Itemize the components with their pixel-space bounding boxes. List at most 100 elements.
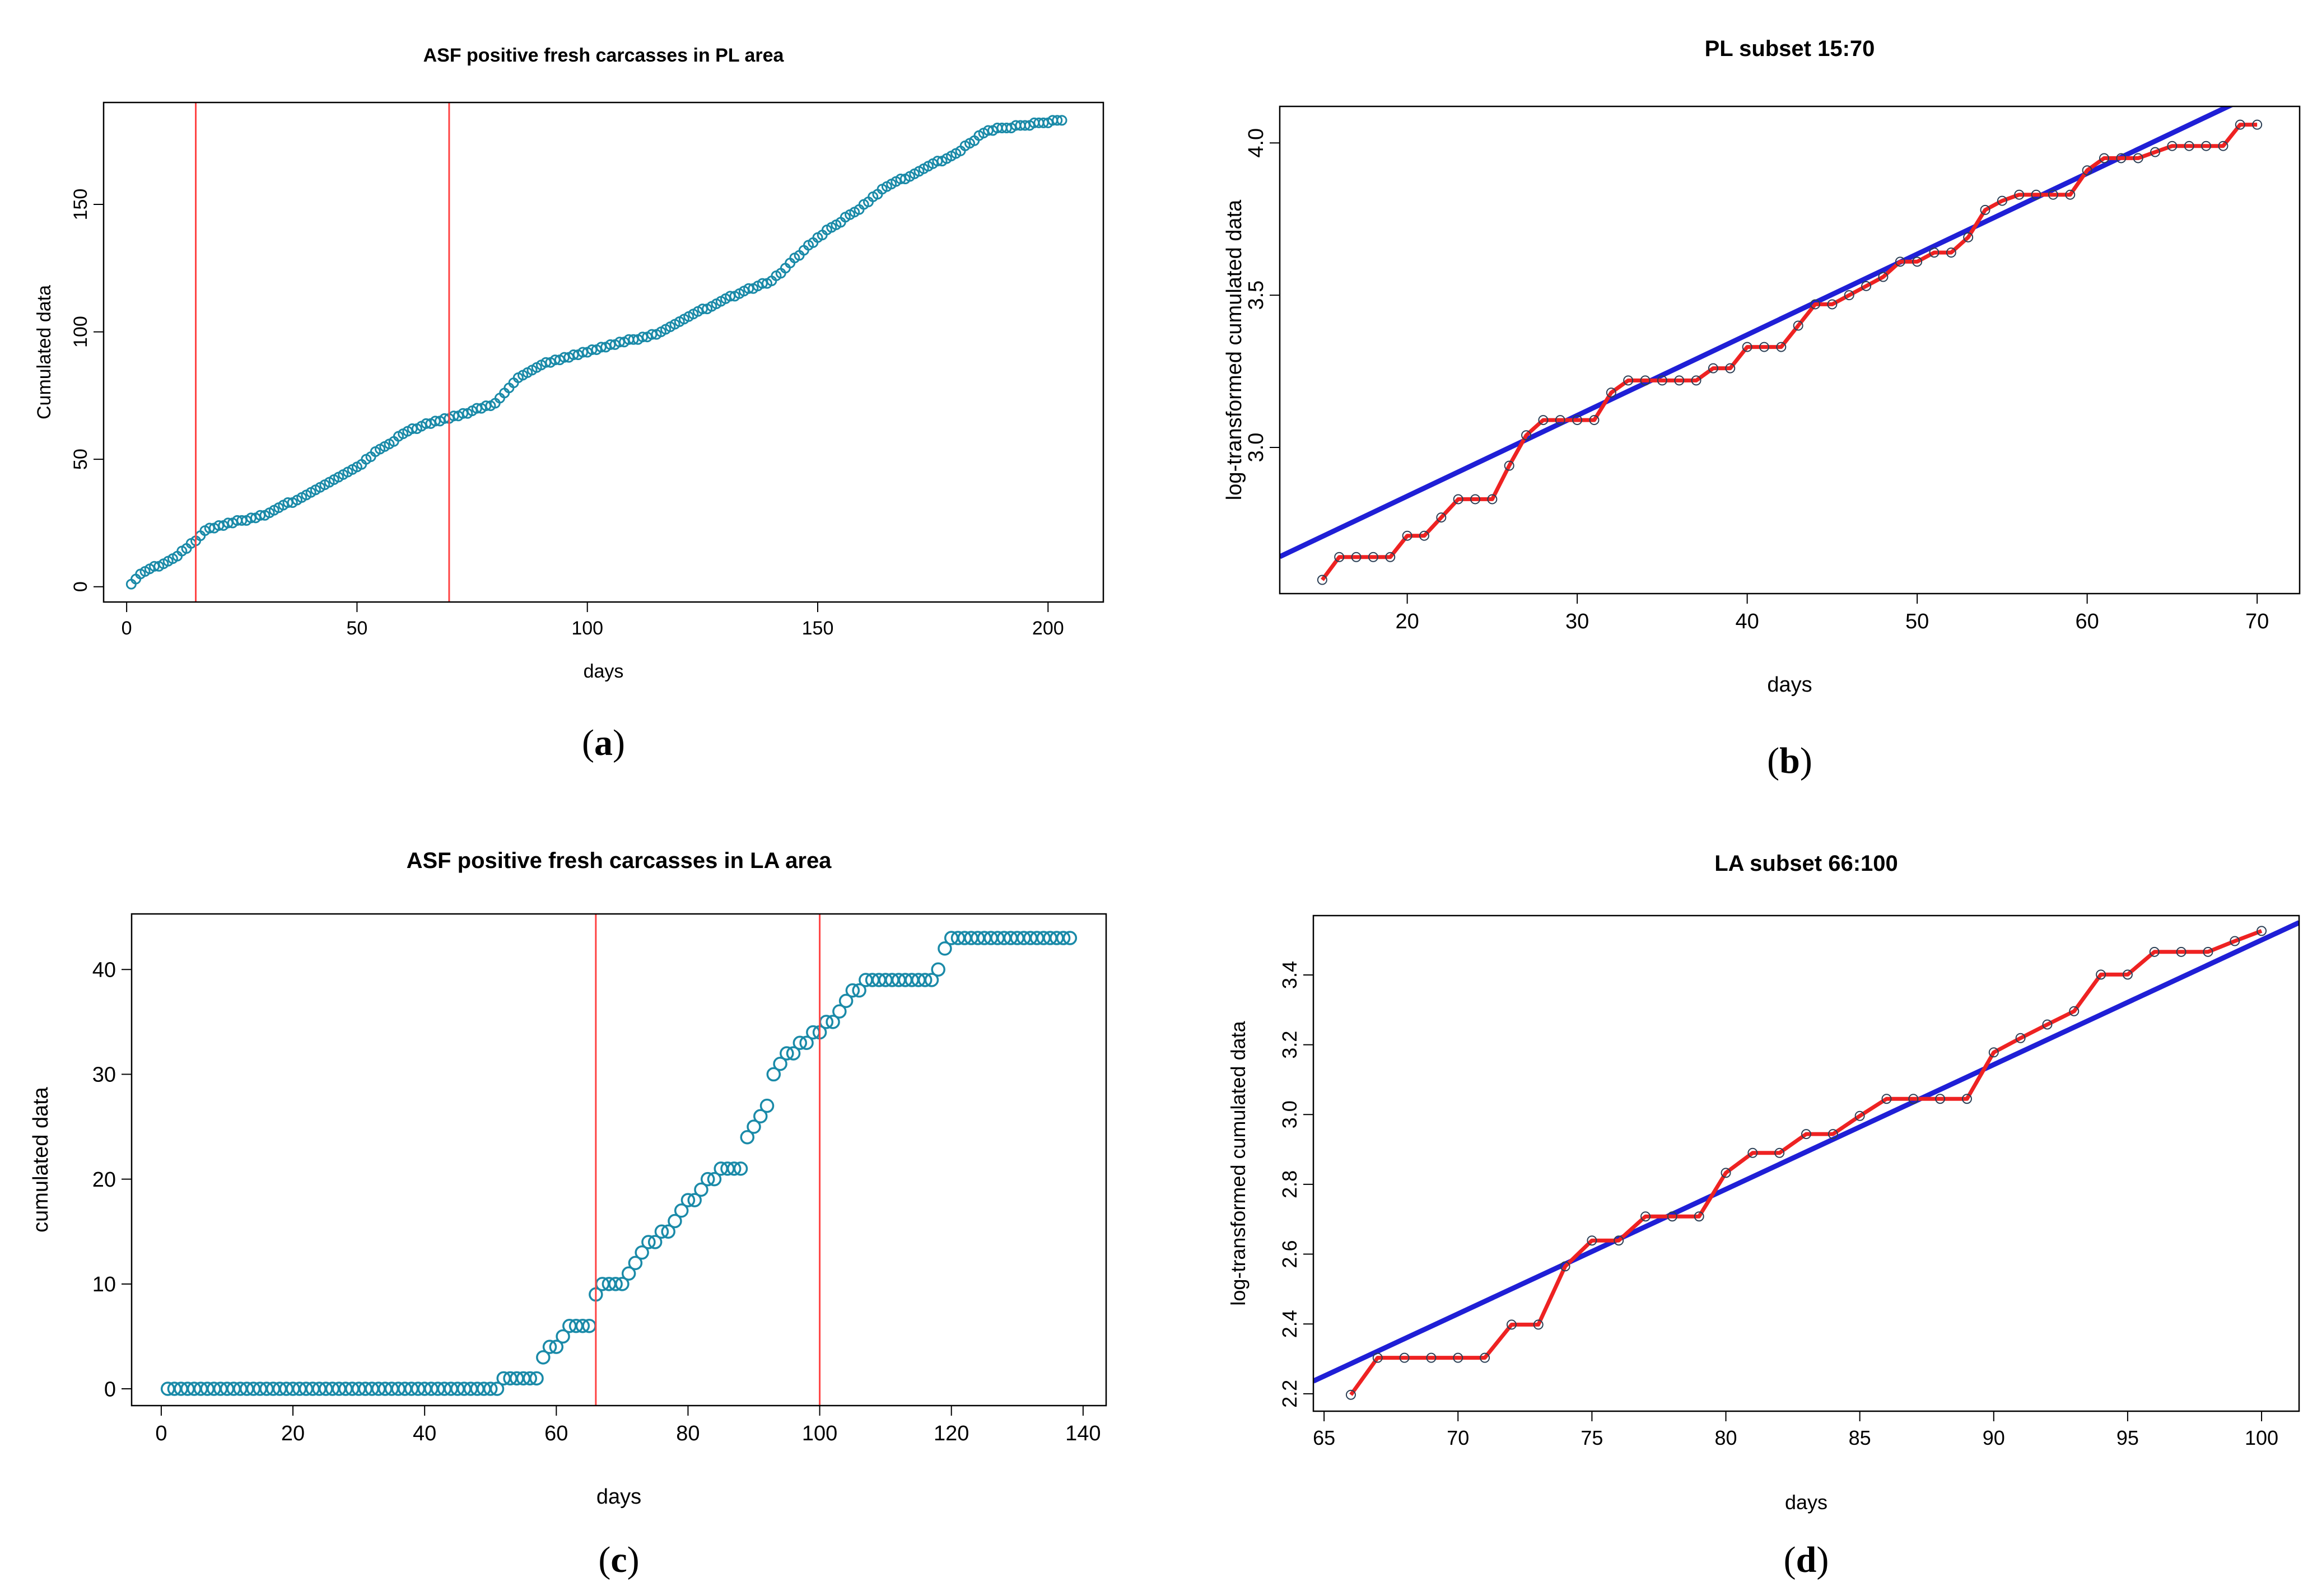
data-point xyxy=(1555,415,1565,426)
data-point xyxy=(786,1046,801,1061)
data-point xyxy=(1980,204,1990,215)
y-axis-label: cumulated data xyxy=(29,1086,53,1233)
data-point xyxy=(1793,320,1803,331)
data-line xyxy=(1349,929,2263,1396)
data-point xyxy=(845,983,860,998)
x-axis-label: days xyxy=(596,1485,641,1509)
data-point xyxy=(799,1035,814,1051)
x-tick-label: 100 xyxy=(2245,1426,2278,1449)
y-tick-label: 2.4 xyxy=(1278,1310,1301,1338)
data-point xyxy=(924,973,939,987)
x-tick-label: 95 xyxy=(2116,1426,2139,1449)
data-point xyxy=(1504,460,1514,471)
data-point xyxy=(1935,1094,1946,1104)
chart-title: ASF positive fresh carcasses in LA area xyxy=(407,848,832,873)
chart-title: PL subset 15:70 xyxy=(1705,36,1875,61)
data-point xyxy=(245,512,257,524)
data-point xyxy=(407,423,418,435)
data-point xyxy=(2235,119,2245,130)
data-point xyxy=(1657,375,1667,386)
data-point xyxy=(938,941,952,956)
y-axis-label: Cumulated data xyxy=(34,285,55,419)
data-point xyxy=(1587,1235,1597,1246)
data-point xyxy=(1062,931,1078,945)
data-point xyxy=(707,1172,722,1187)
data-point xyxy=(2048,189,2058,200)
x-tick-label: 120 xyxy=(934,1422,969,1445)
data-point xyxy=(759,1098,775,1113)
y-tick-label: 10 xyxy=(92,1273,116,1296)
y-tick-label: 0 xyxy=(70,581,91,592)
data-point xyxy=(1694,1211,1704,1222)
plot-area xyxy=(1280,106,2263,585)
x-axis-label: days xyxy=(1767,673,1812,697)
data-point xyxy=(1827,299,1838,310)
data-point xyxy=(1881,1094,1892,1104)
x-tick-label: 75 xyxy=(1581,1426,1603,1449)
caption-open: ( xyxy=(1784,1539,1796,1580)
chart-panel-a: ASF positive fresh carcasses in PL area 0… xyxy=(34,45,1104,763)
data-point xyxy=(236,515,248,526)
data-point xyxy=(1019,120,1031,131)
data-point xyxy=(852,983,866,998)
caption-open: ( xyxy=(582,722,594,763)
data-point xyxy=(1487,494,1498,505)
x-axis-label: days xyxy=(1785,1491,1828,1514)
data-point xyxy=(204,522,215,534)
data-point xyxy=(661,1224,675,1239)
data-point xyxy=(1929,248,1940,258)
data-point xyxy=(615,1277,630,1291)
data-point xyxy=(687,1193,702,1207)
data-point xyxy=(1674,375,1685,386)
data-point xyxy=(792,1035,808,1051)
data-point xyxy=(1691,375,1701,386)
data-point xyxy=(917,973,933,987)
y-tick-label: 0 xyxy=(104,1378,116,1401)
data-point xyxy=(680,1193,696,1207)
data-point xyxy=(2096,969,2106,980)
x-tick-label: 85 xyxy=(1849,1426,1871,1449)
data-point xyxy=(1946,248,1956,258)
data-point xyxy=(2201,141,2212,151)
data-point xyxy=(1742,342,1752,352)
data-point xyxy=(668,1214,682,1229)
x-tick-label: 70 xyxy=(1447,1426,1469,1449)
x-tick-label: 70 xyxy=(2245,610,2269,633)
data-point xyxy=(1385,552,1396,562)
data-point xyxy=(654,1224,669,1239)
data-point xyxy=(471,403,482,414)
data-point xyxy=(542,1340,557,1354)
data-point xyxy=(608,1277,623,1291)
caption-letter: c xyxy=(610,1539,627,1580)
x-tick-label: 40 xyxy=(413,1422,436,1445)
data-point xyxy=(2167,141,2178,151)
data-point xyxy=(641,1235,656,1249)
data-point xyxy=(1997,195,2007,206)
data-point xyxy=(780,1046,794,1061)
panel-caption: (d) xyxy=(1784,1539,1829,1580)
panel-caption: (c) xyxy=(598,1539,639,1580)
data-point xyxy=(568,349,579,361)
x-tick-label: 0 xyxy=(122,618,132,639)
data-point xyxy=(282,497,293,508)
data-point xyxy=(757,278,768,289)
data-point xyxy=(621,1266,636,1281)
data-point xyxy=(1854,1110,1865,1121)
data-point xyxy=(635,1245,649,1260)
data-point xyxy=(747,1119,761,1134)
data-point xyxy=(646,329,658,340)
data-point xyxy=(1747,1147,1758,1158)
plot-frame xyxy=(1312,914,2300,1412)
caption-letter: b xyxy=(1779,740,1800,781)
x-axis-label: days xyxy=(584,661,624,682)
y-tick-label: 3.5 xyxy=(1244,281,1268,310)
caption-open: ( xyxy=(1767,740,1779,781)
plot-frame xyxy=(102,101,1104,603)
data-point xyxy=(1988,1047,1999,1058)
regression-line xyxy=(1280,106,2235,559)
data-point xyxy=(2230,936,2240,946)
data-point xyxy=(2133,153,2143,164)
data-line xyxy=(1321,123,2258,581)
chart-title: ASF positive fresh carcasses in PL area xyxy=(423,45,785,66)
data-point xyxy=(1623,375,1634,386)
